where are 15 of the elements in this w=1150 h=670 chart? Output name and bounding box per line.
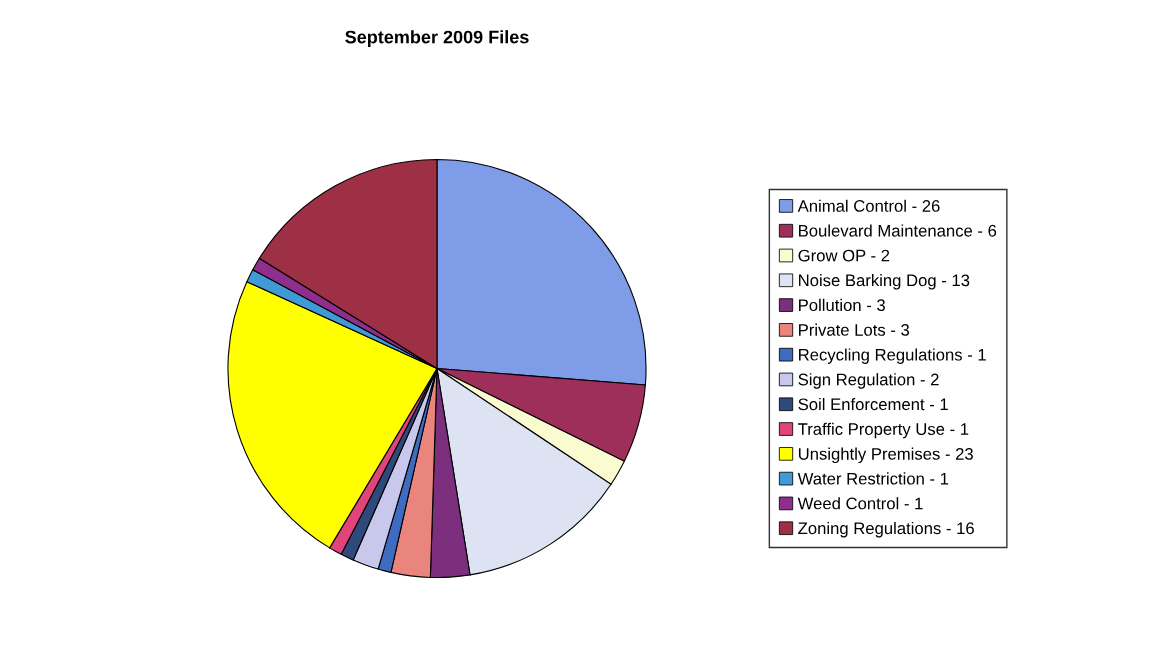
legend-label: Sign Regulation - 2 (798, 373, 939, 389)
legend-label: Traffic Property Use - 1 (798, 422, 969, 439)
legend-label: Soil Enforcement - 1 (798, 397, 948, 411)
legend-label: Zoning Regulations - 16 (798, 521, 974, 538)
legend-label: Private Lots - 3 (799, 323, 910, 336)
legend-label: Noise Barking Dog - 13 (799, 274, 970, 290)
legend-label: Boulevard Maintenance - 6 (799, 224, 997, 237)
legend-label: Pollution - 3 (799, 298, 885, 312)
legend-label: Unsightly Premises - 23 (798, 447, 973, 464)
legend-label: Animal Control - 26 (797, 199, 940, 212)
legend-label: Grow OP - 2 (798, 249, 890, 262)
legend-label: Recycling Regulations - 1 (799, 348, 986, 364)
legend-label: Weed Control - 1 (797, 497, 923, 510)
chart-title: September 2009 Files (345, 30, 529, 47)
legend-label: Water Restriction - 1 (797, 472, 949, 485)
